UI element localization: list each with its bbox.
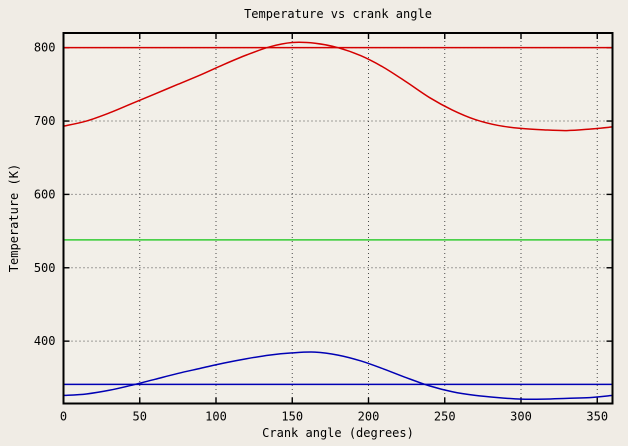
x-tick-label: 250 (434, 410, 456, 424)
x-tick-label: 100 (205, 410, 227, 424)
x-tick-label: 50 (133, 410, 147, 424)
x-tick-label: 200 (358, 410, 380, 424)
y-tick-label: 600 (34, 187, 56, 201)
x-tick-label: 350 (586, 410, 608, 424)
y-tick-label: 400 (34, 334, 56, 348)
x-tick-label: 300 (510, 410, 532, 424)
y-tick-label: 800 (34, 41, 56, 55)
x-axis-label: Crank angle (degrees) (262, 426, 414, 440)
plot-border (62, 32, 614, 405)
plot-background (63, 33, 613, 404)
y-tick-label: 500 (34, 261, 56, 275)
x-tick-label: 0 (60, 410, 67, 424)
y-tick-label: 700 (34, 114, 56, 128)
series-blue-curve (62, 351, 614, 400)
chart-title: Temperature vs crank angle (244, 7, 432, 21)
x-tick-label: 150 (281, 410, 303, 424)
